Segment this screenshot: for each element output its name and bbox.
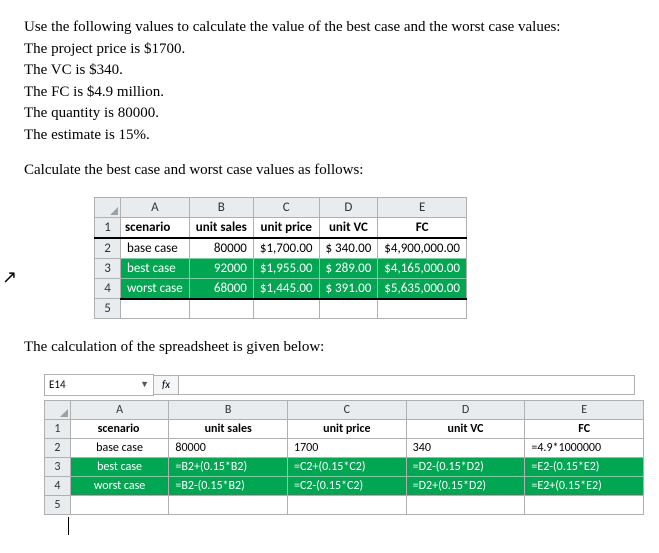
row-header[interactable]: 4 [45, 476, 71, 495]
cell[interactable]: $ 340.00 [319, 238, 378, 259]
col-header[interactable]: B [189, 197, 253, 217]
col-header[interactable]: D [406, 400, 525, 419]
col-header[interactable]: E [525, 400, 644, 419]
cell[interactable]: $ 391.00 [319, 278, 378, 299]
row-header[interactable]: 1 [45, 419, 71, 438]
cell[interactable] [189, 299, 253, 319]
intro-line: The project price is $1700. [24, 40, 635, 60]
cell[interactable] [525, 495, 644, 514]
intro-line: Use the following values to calculate th… [24, 18, 635, 38]
cell[interactable] [288, 495, 407, 514]
cell[interactable]: worst case [121, 278, 190, 299]
cell[interactable]: scenario [121, 217, 190, 238]
cell[interactable]: =D2+(0.15*D2) [406, 476, 525, 495]
chevron-down-icon: ▼ [140, 379, 149, 390]
cell[interactable]: =B2-(0.15*B2) [169, 476, 288, 495]
spreadsheet-formulas: E14 ▼ fx A B C D E 1 scenario unit sales… [44, 374, 635, 535]
row-header[interactable]: 3 [95, 258, 121, 278]
spreadsheet-values: A B C D E 1 scenario unit sales unit pri… [94, 197, 467, 320]
cell[interactable]: =D2-(0.15*D2) [406, 457, 525, 476]
cell[interactable]: worst case [70, 476, 169, 495]
cell[interactable] [169, 495, 288, 514]
cell[interactable]: scenario [70, 419, 169, 438]
cell[interactable]: base case [70, 438, 169, 457]
cell[interactable]: =E2-(0.15*E2) [525, 457, 644, 476]
cell[interactable]: =C2+(0.15*C2) [288, 457, 407, 476]
row-header[interactable]: 5 [95, 299, 121, 319]
cell[interactable] [378, 299, 467, 319]
cell[interactable]: 80000 [169, 438, 288, 457]
cell[interactable]: =4.9*1000000 [525, 438, 644, 457]
cell[interactable]: best case [70, 457, 169, 476]
cell[interactable] [253, 299, 319, 319]
intro-line: The quantity is 80000. [24, 104, 635, 124]
select-all-corner[interactable] [45, 400, 71, 419]
cell[interactable]: unit price [288, 419, 407, 438]
cell[interactable]: 340 [406, 438, 525, 457]
cell[interactable] [319, 299, 378, 319]
name-box[interactable]: E14 ▼ [44, 374, 154, 396]
row-header[interactable]: 2 [95, 238, 121, 259]
select-all-corner[interactable] [95, 197, 121, 217]
text-cursor-icon [68, 517, 635, 535]
cell[interactable]: 68000 [189, 278, 253, 299]
cell[interactable]: unit VC [406, 419, 525, 438]
cell[interactable]: $4,165,000.00 [378, 258, 467, 278]
cell[interactable]: unit price [253, 217, 319, 238]
intro-line: The FC is $4.9 million. [24, 83, 635, 103]
cell[interactable]: $ 289.00 [319, 258, 378, 278]
cell[interactable] [406, 495, 525, 514]
row-header[interactable]: 4 [95, 278, 121, 299]
row-header[interactable]: 5 [45, 495, 71, 514]
name-box-value: E14 [49, 378, 66, 391]
cell[interactable]: unit sales [189, 217, 253, 238]
cell[interactable]: $1,955.00 [253, 258, 319, 278]
cell[interactable] [121, 299, 190, 319]
cell[interactable]: FC [378, 217, 467, 238]
cell[interactable]: $5,635,000.00 [378, 278, 467, 299]
cell[interactable]: 80000 [189, 238, 253, 259]
cell[interactable]: 1700 [288, 438, 407, 457]
cell[interactable]: =C2-(0.15*C2) [288, 476, 407, 495]
cell[interactable]: best case [121, 258, 190, 278]
formula-bar[interactable] [179, 375, 635, 395]
cell[interactable]: =B2+(0.15*B2) [169, 457, 288, 476]
intro-line: The estimate is 15%. [24, 126, 635, 146]
cell[interactable]: unit sales [169, 419, 288, 438]
col-header[interactable]: E [378, 197, 467, 217]
cell[interactable]: 92000 [189, 258, 253, 278]
cell[interactable]: $1,700.00 [253, 238, 319, 259]
row-header[interactable]: 1 [95, 217, 121, 238]
col-header[interactable]: C [253, 197, 319, 217]
col-header[interactable]: B [169, 400, 288, 419]
col-header[interactable]: A [70, 400, 169, 419]
row-header[interactable]: 2 [45, 438, 71, 457]
cell[interactable]: base case [121, 238, 190, 259]
calc-line: Calculate the best case and worst case v… [24, 161, 635, 181]
cursor-marker-icon: ↗ [2, 267, 17, 288]
cell[interactable]: =E2+(0.15*E2) [525, 476, 644, 495]
cell[interactable]: $1,445.00 [253, 278, 319, 299]
fx-icon[interactable]: fx [154, 375, 179, 395]
cell[interactable]: $4,900,000.00 [378, 238, 467, 259]
intro-line: The VC is $340. [24, 61, 635, 81]
cell[interactable]: unit VC [319, 217, 378, 238]
cell[interactable]: FC [525, 419, 644, 438]
row-header[interactable]: 3 [45, 457, 71, 476]
calc2-line: The calculation of the spreadsheet is gi… [24, 338, 635, 358]
col-header[interactable]: A [121, 197, 190, 217]
cell[interactable] [70, 495, 169, 514]
col-header[interactable]: C [288, 400, 407, 419]
col-header[interactable]: D [319, 197, 378, 217]
